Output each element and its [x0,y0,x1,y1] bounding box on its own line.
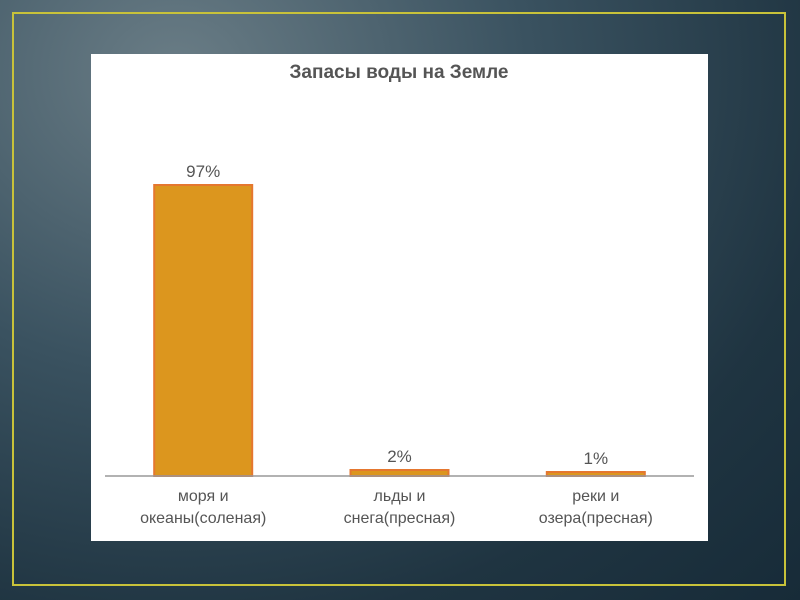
bars-layer [153,184,646,477]
category-label-2-line-2: снега(пресная) [344,510,456,527]
labels-layer: 97% моря и океаны(соленая) 2% льды и снега(пр… [140,162,653,527]
data-label-2: 2% [387,447,412,466]
category-label-3-line-1: реки и [572,488,619,505]
category-label-1-line-1: моря и [178,488,229,505]
data-label-1: 97% [186,162,220,181]
chart-title: Запасы воды на Земле [290,62,509,83]
bar-chart: Запасы воды на Земле 97% моря и океаны(сол… [105,62,694,527]
bar-2 [349,469,450,477]
bar-1 [153,184,254,477]
chart-panel: Запасы воды на Земле 97% моря и океаны(сол… [91,54,708,541]
category-label-3-line-2: озера(пресная) [539,510,653,527]
slide-frame [12,12,786,586]
category-label-2-line-1: льды и [374,488,426,505]
data-label-3: 1% [584,449,609,468]
category-label-1-line-2: океаны(соленая) [140,510,266,527]
